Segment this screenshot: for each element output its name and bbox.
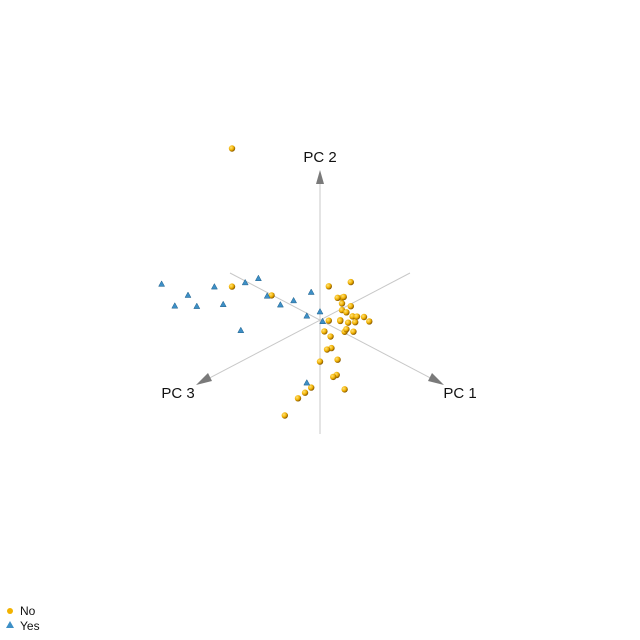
point-no-13 — [353, 313, 361, 320]
point-no-18 — [343, 326, 350, 333]
point-no-16 — [366, 318, 373, 325]
point-no-34 — [268, 292, 275, 299]
legend-yes-marker-icon — [6, 621, 14, 628]
point-yes-0 — [254, 274, 262, 281]
point-yes-12 — [319, 317, 327, 324]
point-no-15 — [350, 328, 357, 335]
point-yes-1 — [241, 278, 249, 286]
pc3-axis-label: PC 3 — [161, 385, 194, 402]
point-no-22 — [323, 346, 331, 353]
point-no-6 — [343, 309, 350, 316]
point-no-20 — [327, 333, 334, 340]
point-no-33 — [228, 145, 236, 152]
point-no-25 — [330, 373, 337, 381]
point-no-35 — [347, 278, 354, 286]
point-no-10 — [360, 313, 368, 321]
point-no-36 — [321, 328, 328, 335]
point-no-32 — [228, 283, 236, 290]
point-no-28 — [301, 389, 309, 396]
point-no-0 — [325, 283, 332, 290]
point-no-23 — [334, 356, 341, 363]
point-no-19 — [325, 317, 332, 324]
legend-no-label: No — [20, 604, 36, 618]
point-yes-7 — [263, 292, 271, 299]
axes-group: PC 2 PC 1 PC 3 — [161, 149, 477, 434]
point-yes-2 — [210, 283, 218, 290]
pc1-axis-line — [229, 272, 441, 384]
point-no-27 — [308, 384, 315, 391]
legend-yes-label: Yes — [20, 619, 40, 633]
point-yes-14 — [237, 326, 245, 333]
point-no-2 — [338, 300, 346, 307]
point-yes-11 — [316, 307, 324, 315]
point-no-30 — [281, 412, 288, 419]
point-yes-3 — [184, 291, 192, 298]
point-no-29 — [294, 395, 302, 402]
point-no-17 — [337, 317, 344, 325]
point-no-11 — [334, 294, 341, 302]
point-yes-4 — [171, 302, 179, 309]
points-layer — [158, 145, 373, 419]
point-yes-15 — [158, 280, 166, 287]
point-no-4 — [347, 303, 354, 310]
pc1-axis-label: PC 1 — [443, 385, 476, 402]
pc3-arrow-icon — [196, 373, 212, 385]
legend: No Yes — [6, 604, 40, 633]
point-no-9 — [352, 319, 359, 326]
point-yes-16 — [303, 379, 311, 386]
point-no-12 — [340, 293, 347, 301]
pc2-axis-label: PC 2 — [303, 149, 336, 166]
point-no-26 — [316, 358, 324, 365]
point-no-8 — [344, 319, 352, 326]
point-yes-9 — [290, 296, 298, 304]
point-yes-6 — [219, 300, 227, 307]
point-yes-5 — [193, 302, 201, 309]
pc2-arrow-icon — [316, 170, 324, 184]
pc1-arrow-icon — [428, 373, 444, 385]
legend-no-marker-icon — [7, 608, 13, 614]
pc3-axis-line — [199, 272, 411, 384]
point-yes-8 — [276, 301, 284, 308]
point-yes-13 — [307, 288, 315, 295]
point-no-31 — [341, 386, 348, 393]
point-yes-10 — [303, 312, 311, 319]
